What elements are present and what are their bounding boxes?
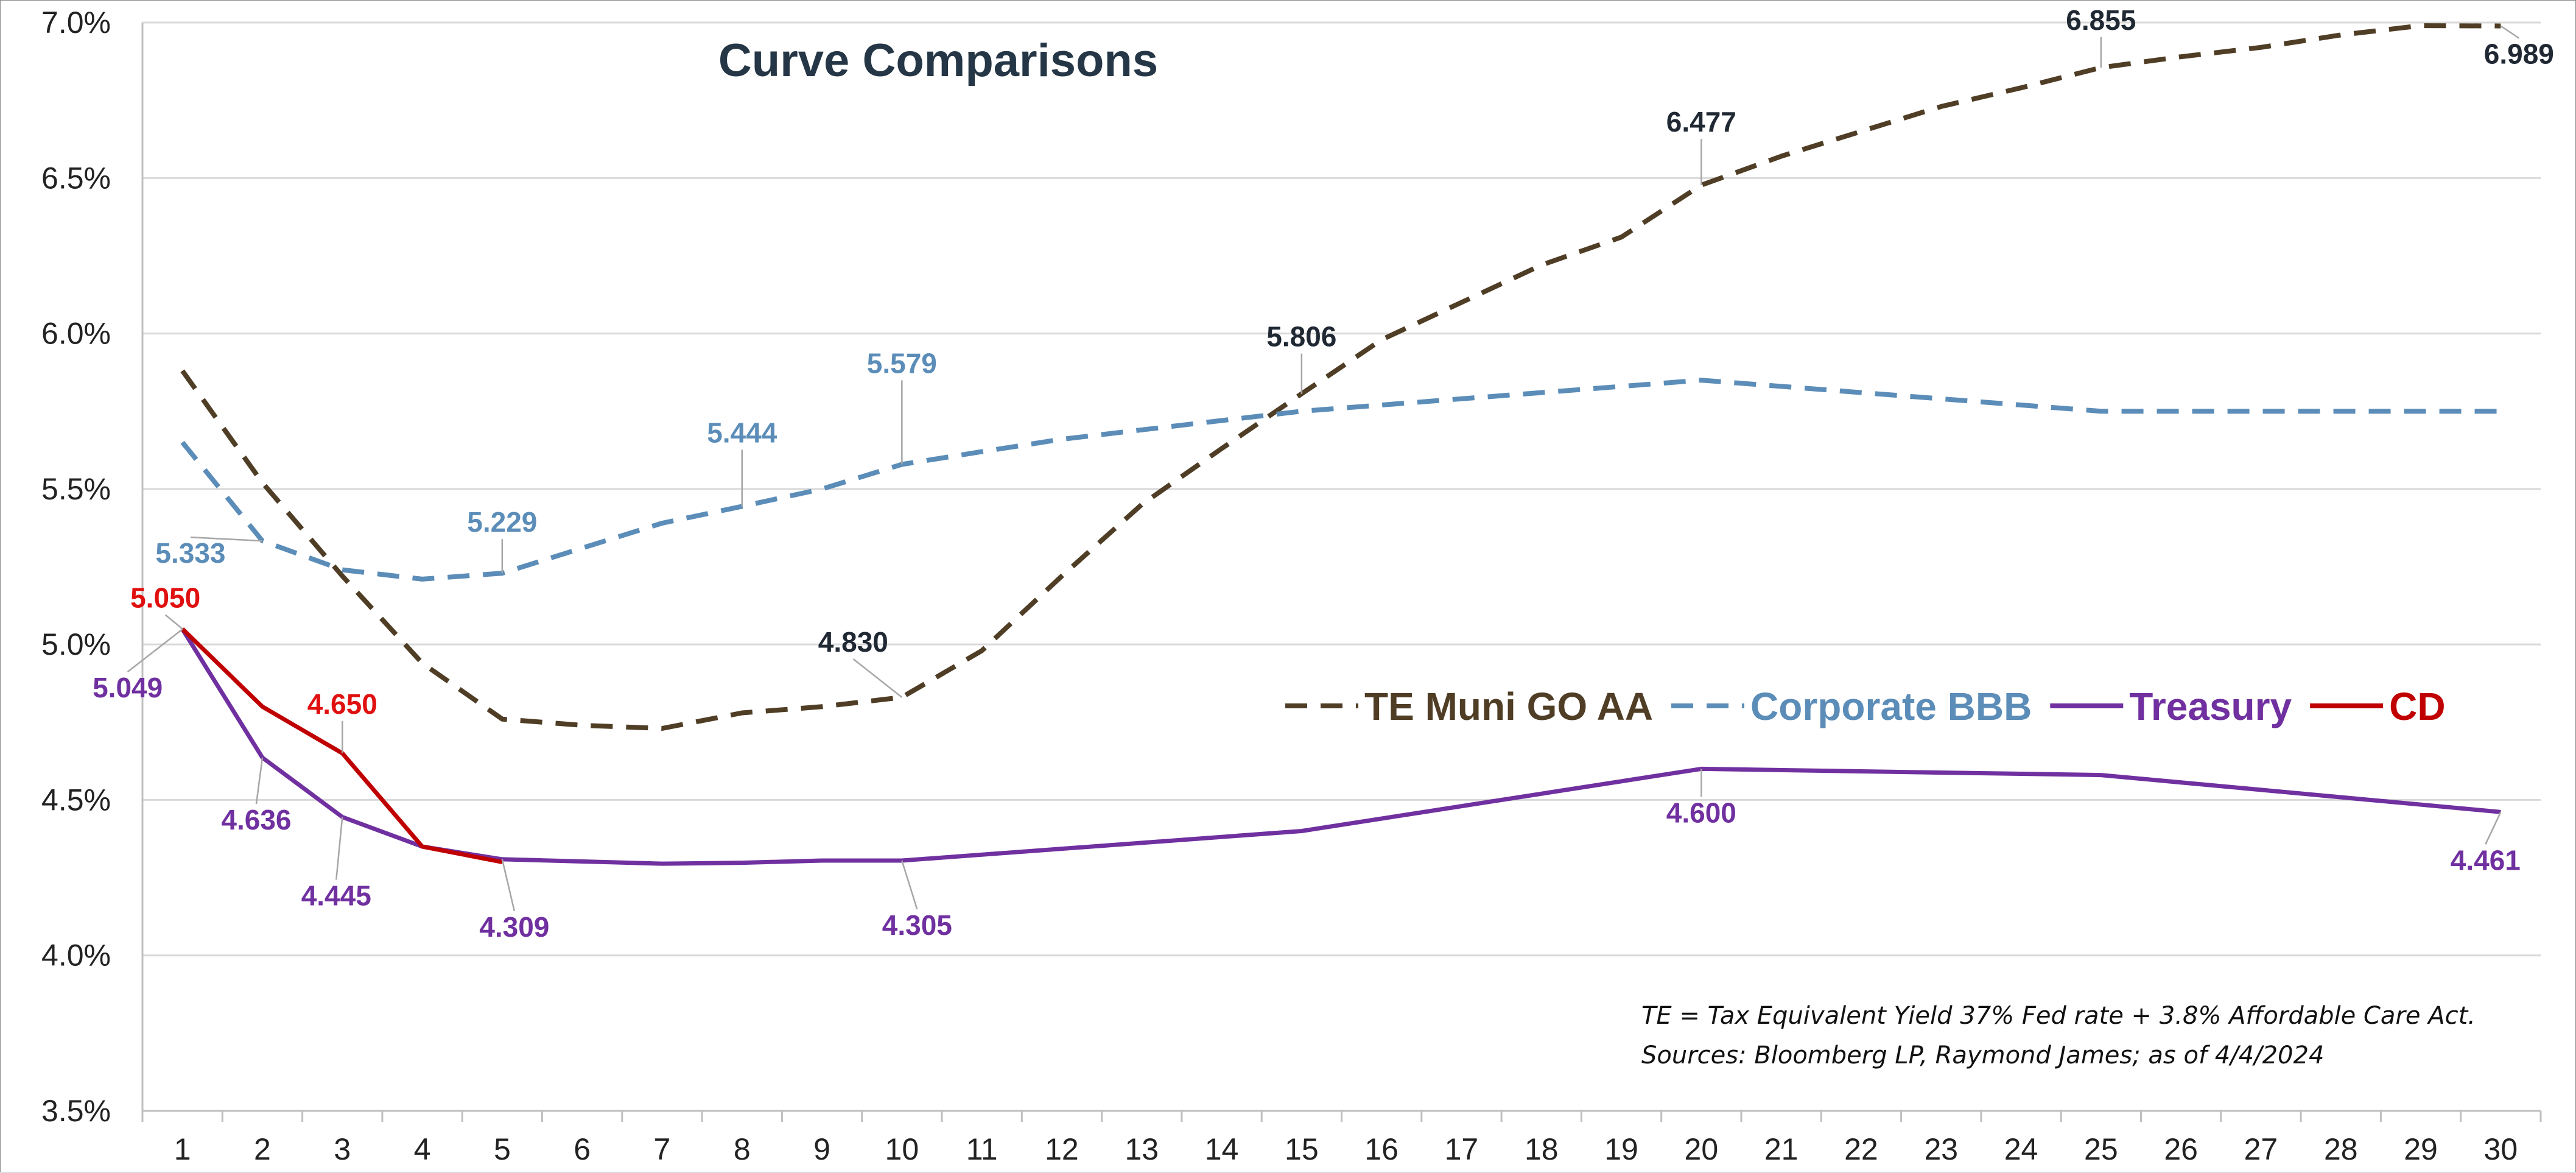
data-label: 5.806	[1266, 321, 1336, 353]
series-line-corporate-bbb	[180, 378, 2501, 582]
x-tick-label: 27	[2244, 1132, 2278, 1166]
x-tick-label: 8	[734, 1132, 751, 1166]
axis-layer: 3.5%4.0%4.5%5.0%5.5%6.0%6.5%7.0%1 2 3 4 5 6 7 8…	[41, 5, 2542, 1166]
x-tick-label: 25	[2084, 1132, 2118, 1166]
y-tick-label: 4.5%	[41, 783, 111, 817]
leader-line	[2485, 811, 2502, 845]
data-label: 6.855	[2066, 4, 2136, 36]
x-tick-label: 3	[334, 1132, 351, 1166]
x-tick-label: 26	[2164, 1132, 2198, 1166]
x-tick-label: 17	[1445, 1132, 1479, 1166]
note-line-1: TE = Tax Equivalent Yield 37% Fed rate +…	[1641, 1002, 2476, 1030]
x-tick-label: 16	[1364, 1132, 1399, 1166]
x-tick-label: 28	[2324, 1132, 2358, 1166]
leader-line	[127, 629, 183, 673]
grid-layer	[142, 21, 2541, 1112]
x-tick-label: 30	[2484, 1132, 2518, 1166]
data-label: 4.309	[479, 911, 549, 943]
data-label: 5.050	[130, 582, 200, 614]
legend-item-label: TE Muni GO AA	[1364, 685, 1653, 728]
y-tick-label: 6.5%	[41, 161, 111, 195]
y-tick-label: 4.0%	[41, 939, 111, 973]
data-label: 5.229	[467, 506, 537, 538]
data-label: 5.049	[93, 672, 163, 703]
data-label: 5.579	[867, 348, 937, 379]
y-tick-label: 6.0%	[41, 317, 111, 351]
y-tick-label: 5.5%	[41, 472, 111, 506]
x-tick-label: 21	[1764, 1132, 1799, 1166]
x-tick-label: 14	[1205, 1132, 1239, 1166]
x-tick-label: 1	[174, 1132, 191, 1166]
data-label: 5.444	[707, 417, 777, 448]
x-tick-label: 10	[885, 1132, 919, 1166]
leader-line	[335, 817, 343, 880]
data-label: 4.445	[301, 880, 371, 912]
x-tick-label: 23	[1924, 1132, 1958, 1166]
data-label-layer: 4.830 5.806 6.477 6.855 6.989 5.333 5.229 5.444…	[93, 4, 2554, 943]
x-tick-label: 19	[1604, 1132, 1638, 1166]
y-tick-label: 5.0%	[41, 627, 111, 661]
y-tick-label: 3.5%	[41, 1094, 111, 1128]
x-tick-label: 9	[813, 1132, 830, 1166]
x-tick-label: 20	[1685, 1132, 1719, 1166]
series-line-treasury	[180, 628, 2501, 866]
x-tick-label: 4	[414, 1132, 431, 1166]
leader-line	[255, 757, 264, 805]
x-tick-label: 7	[654, 1132, 671, 1166]
leader-line	[901, 860, 918, 910]
data-label: 4.461	[2451, 844, 2521, 876]
note-line-2: Sources: Bloomberg LP, Raymond James; as…	[1641, 1041, 2324, 1069]
leader-line	[501, 859, 516, 912]
data-label: 5.333	[155, 537, 225, 569]
x-tick-label: 12	[1045, 1132, 1079, 1166]
data-label: 4.600	[1666, 797, 1736, 828]
chart-title: Curve Comparisons	[718, 35, 1158, 86]
x-tick-label: 11	[966, 1132, 998, 1166]
data-label: 4.650	[307, 688, 377, 720]
legend-item-label: Treasury	[2129, 685, 2292, 728]
series-line-te-muni-go-aa	[180, 23, 2501, 731]
leader-line	[2500, 25, 2520, 39]
legend-item-label: CD	[2389, 685, 2445, 728]
source-note: TE = Tax Equivalent Yield 37% Fed rate +…	[1641, 1002, 2476, 1069]
data-label: 6.477	[1666, 106, 1736, 138]
series-layer	[180, 23, 2501, 866]
leader-line	[164, 614, 183, 630]
data-label: 6.989	[2484, 38, 2554, 70]
x-tick-label: 29	[2404, 1132, 2438, 1166]
legend: TE Muni GO AA Corporate BBB Treasury CD	[1285, 685, 2446, 728]
legend-item-label: Corporate BBB	[1750, 685, 2032, 728]
leader-line	[852, 658, 903, 698]
x-tick-label: 6	[574, 1132, 591, 1166]
x-tick-label: 18	[1525, 1132, 1559, 1166]
x-tick-label: 22	[1844, 1132, 1878, 1166]
y-tick-label: 7.0%	[41, 5, 111, 40]
leader-line	[190, 536, 263, 542]
data-label: 4.830	[818, 626, 888, 658]
x-tick-label: 13	[1125, 1132, 1159, 1166]
x-tick-label: 2	[254, 1132, 271, 1166]
x-tick-label: 15	[1285, 1132, 1319, 1166]
x-tick-label: 5	[494, 1132, 511, 1166]
x-tick-label: 24	[2004, 1132, 2038, 1166]
data-label: 4.636	[221, 804, 291, 836]
data-label: 4.305	[882, 909, 952, 941]
